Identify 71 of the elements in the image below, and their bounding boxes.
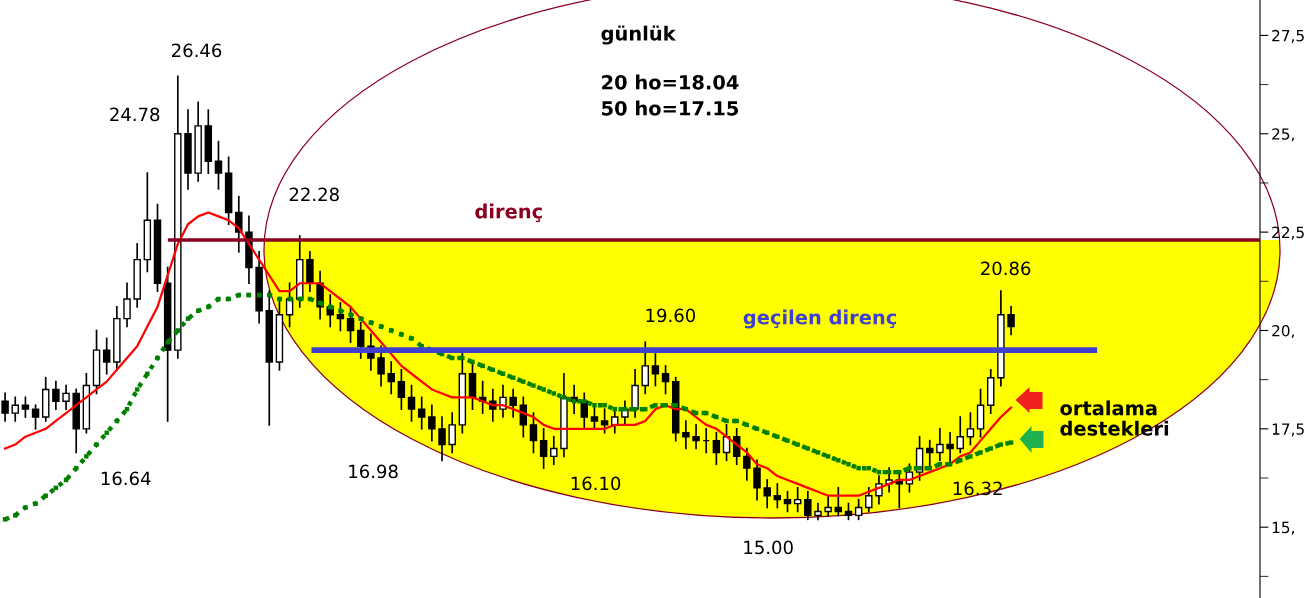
candlestick: [448, 412, 456, 454]
candlestick: [824, 494, 832, 517]
candlestick: [235, 195, 243, 253]
candlestick: [123, 282, 131, 328]
candlestick: [590, 404, 599, 430]
candlestick: [854, 498, 863, 521]
text: günlük: [601, 25, 676, 45]
annotation: 24.78: [110, 107, 160, 122]
candlestick: [753, 459, 761, 501]
candlestick: [346, 306, 355, 344]
candlestick: [306, 250, 314, 292]
candlestick: [865, 487, 873, 513]
candlestick: [976, 388, 985, 438]
ref-line-label: direnç: [475, 203, 542, 223]
candlestick: [11, 396, 19, 422]
candlestick: [1007, 306, 1015, 336]
y-tick-label: 15,: [1272, 521, 1294, 535]
candlestick: [21, 396, 30, 418]
candlestick: [31, 404, 40, 430]
candlestick: [539, 427, 548, 470]
candlestick: [651, 353, 660, 387]
candlestick: [814, 502, 822, 521]
candlestick: [743, 447, 751, 481]
candlestick: [773, 483, 782, 509]
annotation: 16.64: [101, 471, 151, 486]
candlestick: [550, 435, 558, 466]
candlestick: [1, 392, 9, 422]
candlestick: [661, 365, 670, 395]
candlestick: [834, 487, 843, 517]
y-tick-label: 20,: [1272, 324, 1294, 339]
y-tick-label: 25,: [1272, 128, 1294, 142]
annotation: 19.60: [646, 308, 696, 323]
candlestick: [641, 341, 649, 395]
candlestick: [763, 479, 771, 509]
candlestick: [804, 490, 812, 521]
candlestick: [783, 490, 792, 513]
annotation: 26.46: [172, 43, 222, 58]
annotation: 16.98: [349, 464, 398, 479]
candlestick: [336, 302, 345, 332]
candlestick: [214, 140, 223, 190]
annotation: 16.32: [953, 481, 1002, 496]
candlestick: [600, 408, 609, 434]
candlestick: [529, 412, 538, 454]
annotation: 16.10: [571, 476, 621, 491]
candlestick: [692, 424, 700, 450]
candlestick: [377, 345, 385, 387]
candlestick: [509, 388, 517, 418]
candlestick: [712, 431, 721, 466]
candlestick: [397, 368, 406, 410]
annotation: 15.00: [744, 540, 793, 555]
candlestick: [956, 416, 964, 454]
annotation: 50 ho=17.15: [602, 100, 739, 116]
candlestick: [387, 361, 395, 395]
candlestick: [682, 420, 690, 450]
candlestick: [407, 384, 416, 422]
candlestick: [438, 416, 446, 462]
candlestick: [102, 337, 111, 375]
candlestick: [936, 427, 944, 462]
candlestick: [62, 384, 70, 410]
candlestick: [428, 404, 436, 442]
candlestick: [356, 321, 365, 359]
candlestick: [417, 396, 426, 430]
annotation: 20.86: [981, 261, 1031, 276]
annotation: 20 ho=18.04: [602, 74, 739, 90]
y-tick-label: 27,5: [1272, 29, 1304, 43]
candlestick: [52, 380, 60, 410]
annotation: 22.28: [289, 187, 339, 202]
candlestick: [966, 412, 975, 446]
ref-line-label: geçilen direnç: [743, 309, 896, 329]
candlestick: [793, 487, 802, 513]
y-tick-label: 17,5: [1272, 423, 1304, 437]
